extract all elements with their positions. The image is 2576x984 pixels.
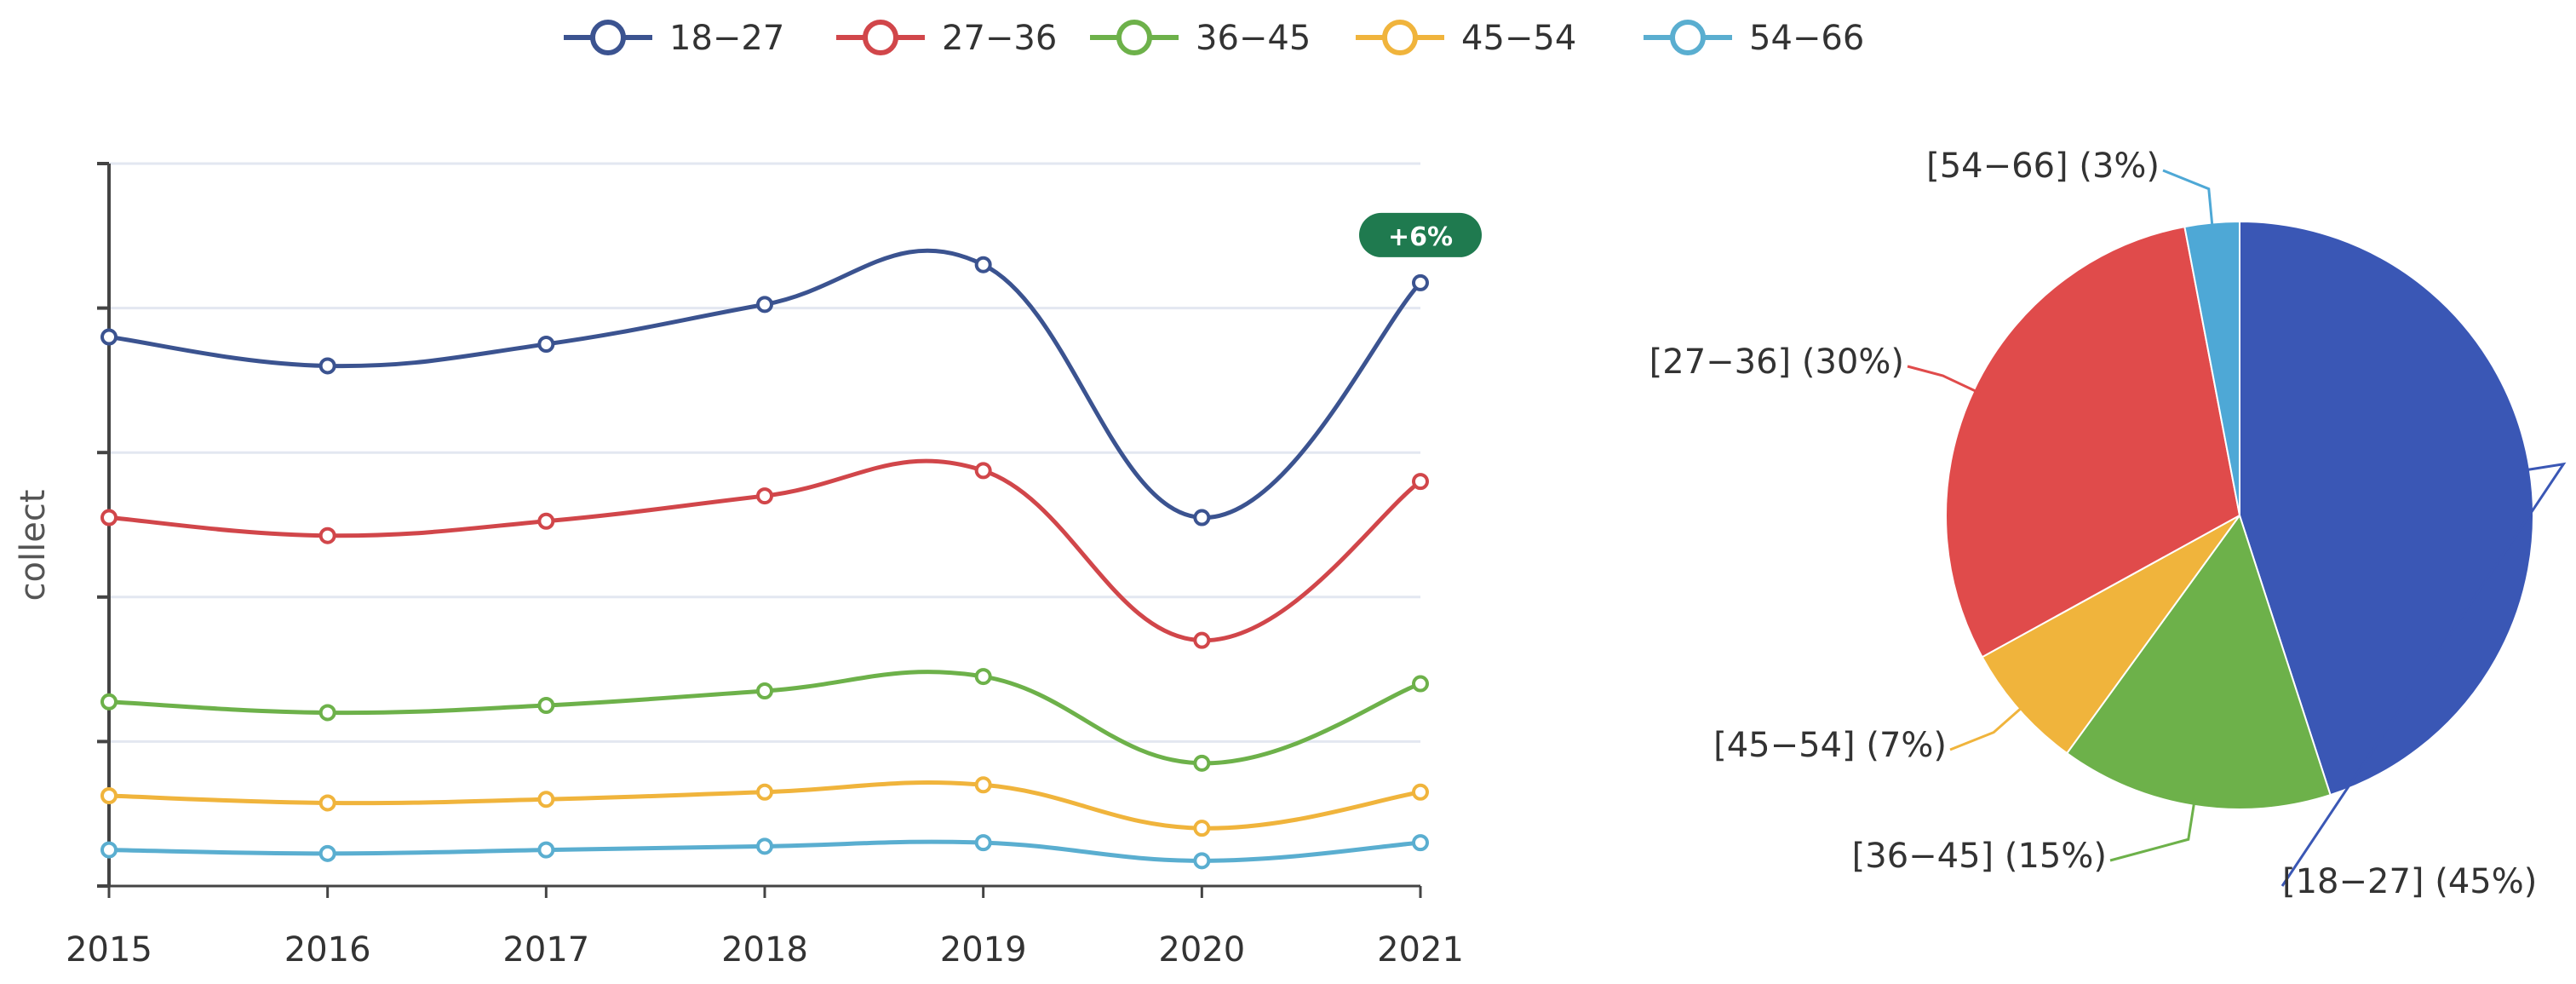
data-point-36-45-2017[interactable]	[537, 697, 555, 714]
annotation-label: +6%	[1388, 222, 1453, 252]
data-point-54-66-2015[interactable]	[100, 841, 118, 859]
data-point-36-45-2021[interactable]	[1412, 675, 1429, 693]
pie-label-27-36: [27−36] (30%)	[1649, 342, 1904, 382]
data-point-18-27-2021[interactable]	[1412, 273, 1429, 291]
data-point-18-27-2019[interactable]	[974, 256, 992, 273]
line-chart: 2015 2016 2017 2018 2019 2020 2021 collect +6%	[14, 162, 1482, 970]
series-27-36	[100, 458, 1429, 649]
grid-lines	[109, 162, 1420, 743]
data-point-45-54-2016[interactable]	[318, 794, 336, 812]
series-lines	[100, 248, 1429, 870]
legend: 18−27 27−36 36−45 45−54 54−66	[564, 19, 1864, 58]
pie-label-45-54: [45−54] (7%)	[1713, 726, 1947, 765]
series-18-27	[100, 248, 1429, 527]
data-point-27-36-2018[interactable]	[756, 487, 773, 505]
x-tick-label-2016: 2016	[284, 930, 371, 970]
legend-label: 18−27	[669, 19, 784, 58]
data-point-18-27-2020[interactable]	[1193, 509, 1211, 527]
x-tick-label-2019: 2019	[940, 930, 1027, 970]
legend-item-18-27[interactable]: 18−27	[564, 19, 784, 58]
data-point-27-36-2015[interactable]	[100, 509, 118, 527]
annotation-badge	[1359, 212, 1482, 257]
data-point-45-54-2018[interactable]	[756, 783, 773, 801]
data-point-36-45-2015[interactable]	[100, 693, 118, 711]
series-54-66	[100, 834, 1429, 870]
data-point-54-66-2019[interactable]	[974, 834, 992, 852]
pie-label-18-27: [18−27] (45%)	[2282, 862, 2537, 901]
legend-item-36-45[interactable]: 36−45	[1090, 19, 1311, 58]
data-point-18-27-2015[interactable]	[100, 328, 118, 346]
data-point-27-36-2016[interactable]	[318, 527, 336, 544]
legend-label: 45−54	[1461, 19, 1576, 58]
data-point-27-36-2021[interactable]	[1412, 473, 1429, 491]
pie-leader-54-66	[2162, 169, 2214, 230]
legend-label: 27−36	[942, 19, 1057, 58]
x-tick-label-2017: 2017	[502, 930, 589, 970]
data-point-36-45-2019[interactable]	[974, 668, 992, 686]
legend-swatch-circle	[1382, 20, 1418, 55]
data-point-45-54-2019[interactable]	[974, 776, 992, 794]
data-point-27-36-2020[interactable]	[1193, 631, 1211, 649]
data-point-54-66-2017[interactable]	[537, 841, 555, 859]
data-point-54-66-2018[interactable]	[756, 837, 773, 855]
data-point-45-54-2020[interactable]	[1193, 820, 1211, 837]
axes: 2015 2016 2017 2018 2019 2020 2021	[66, 162, 1464, 970]
data-point-45-54-2015[interactable]	[100, 787, 118, 804]
data-point-18-27-2016[interactable]	[318, 357, 336, 375]
pie-leader-18-27	[2281, 462, 2567, 887]
series-line-18-27	[108, 248, 1422, 521]
data-point-45-54-2021[interactable]	[1412, 783, 1429, 801]
legend-item-27-36[interactable]: 27−36	[836, 19, 1057, 58]
pie-chart: [18−27] (45%) [36−45] (15%) [45−54] (7%) [2…	[1649, 147, 2567, 901]
legend-swatch-circle	[863, 20, 898, 55]
annotation: +6%	[1359, 212, 1482, 257]
pie-leader-36-45	[2109, 798, 2196, 862]
legend-label: 54−66	[1749, 19, 1864, 58]
series-45-54	[100, 776, 1429, 837]
x-tick-label-2020: 2020	[1158, 930, 1245, 970]
data-point-54-66-2016[interactable]	[318, 844, 336, 862]
legend-swatch-circle	[1670, 20, 1706, 55]
pie-label-54-66: [54−66] (3%)	[1926, 147, 2160, 186]
x-tick-label-2021: 2021	[1377, 930, 1464, 970]
x-tick-label-2018: 2018	[721, 930, 808, 970]
legend-item-45-54[interactable]: 45−54	[1356, 19, 1576, 58]
legend-swatch-circle	[590, 20, 626, 55]
legend-swatch-circle	[1116, 20, 1152, 55]
data-point-27-36-2017[interactable]	[537, 512, 555, 530]
legend-label: 36−45	[1196, 19, 1311, 58]
data-point-54-66-2020[interactable]	[1193, 852, 1211, 870]
data-point-18-27-2017[interactable]	[537, 336, 555, 353]
data-point-54-66-2021[interactable]	[1412, 834, 1429, 852]
y-axis-title: collect	[14, 490, 53, 601]
pie-leader-27-36	[1907, 365, 1981, 394]
legend-item-54-66[interactable]: 54−66	[1644, 19, 1864, 58]
series-36-45	[100, 668, 1429, 772]
data-point-45-54-2017[interactable]	[537, 791, 555, 808]
pie-label-36-45: [36−45] (15%)	[1852, 837, 2107, 876]
data-point-36-45-2018[interactable]	[756, 682, 773, 700]
data-point-36-45-2016[interactable]	[318, 704, 336, 722]
x-tick-label-2015: 2015	[66, 930, 152, 970]
data-point-27-36-2019[interactable]	[974, 462, 992, 480]
data-point-36-45-2020[interactable]	[1193, 754, 1211, 772]
pie-leader-45-54	[1949, 704, 2026, 751]
data-point-18-27-2018[interactable]	[756, 296, 773, 314]
